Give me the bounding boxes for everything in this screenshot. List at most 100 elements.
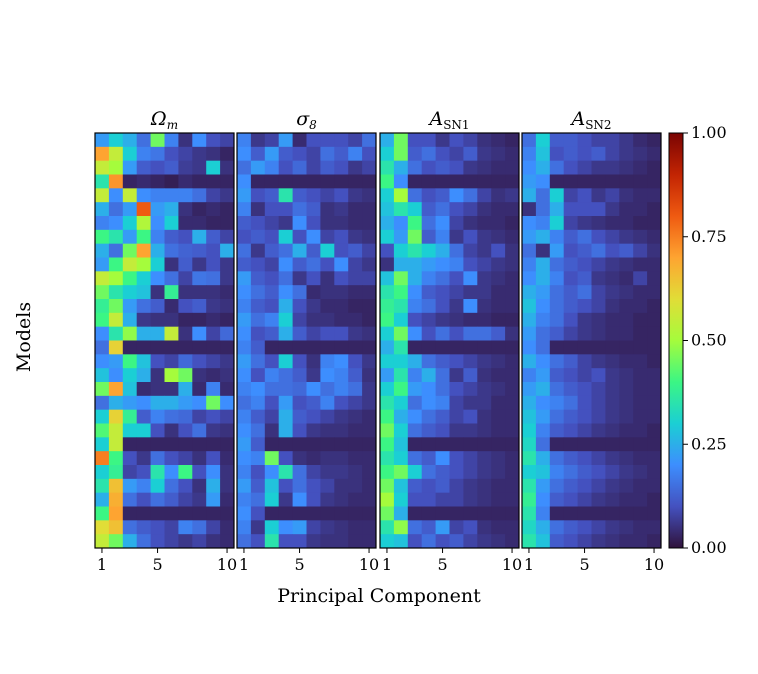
heatmap-cell [306,299,321,314]
heatmap-cell [108,160,124,175]
heatmap-cell [577,506,592,521]
heatmap-cell [393,312,409,328]
heatmap-cell [206,478,221,494]
heatmap-cell [108,243,124,258]
heatmap-cell [237,451,252,466]
heatmap-cell [563,368,578,383]
heatmap-cell [449,437,464,452]
heatmap-cell [463,174,478,189]
heatmap-cell [150,285,165,300]
heatmap-cell [633,437,648,452]
heatmap-cell [491,465,506,480]
heatmap-cell [150,312,165,328]
heatmap-cell [264,506,280,521]
heatmap-cell [463,312,478,328]
heatmap-cell [206,382,221,397]
heatmap-cell [292,326,307,341]
heatmap-panel-4: ASN2 1 5 10 [521,108,664,574]
heatmap-cell [136,382,151,397]
heatmap-cell [292,423,307,438]
heatmap-cell [577,229,592,245]
heatmap-cell [647,506,662,521]
heatmap-cell [491,160,506,175]
heatmap-cell [192,354,207,369]
heatmap-cell [477,465,492,480]
heatmap-cell [334,216,349,231]
heatmap-cell [206,188,221,203]
heatmap-cell [178,202,193,217]
heatmap-cell [505,188,520,203]
heatmap-cell [192,478,207,494]
heatmap-cell [278,534,293,549]
heatmap-cell [619,520,634,535]
heatmap-cell [591,354,606,369]
heatmap-cell [633,146,648,162]
heatmap-cell [563,160,578,175]
heatmap-cell [95,478,110,494]
heatmap-cell [435,188,450,203]
heatmap-cell [477,160,492,175]
heatmap-cell [647,312,662,328]
heatmap-cell [491,326,506,341]
heatmap-cell [237,382,252,397]
heatmap-cell [334,520,349,535]
heatmap-cell [220,188,235,203]
heatmap-cell [647,146,662,162]
heatmap-cell [577,299,592,314]
heatmap-cell [549,492,565,507]
heatmap-cell [278,368,293,383]
heatmap-cell [150,534,165,549]
heatmap-cell [435,423,450,438]
heatmap-cell [292,243,307,258]
heatmap-cell [407,423,423,438]
heatmap-cell [463,216,478,231]
heatmap-cell [591,368,606,383]
heatmap-cell [250,478,266,494]
heatmap-cell [591,465,606,480]
x-tick-label: 1 [524,555,534,574]
heatmap-cell [393,534,409,549]
heatmap-cell [122,299,138,314]
heatmap-cell [549,312,565,328]
heatmap-cell [136,423,151,438]
heatmap-cell [463,478,478,494]
heatmap-cell [619,133,634,148]
heatmap-cell [605,382,620,397]
heatmap-cell [463,409,478,424]
heatmap-cell [591,382,606,397]
heatmap-cell [292,368,307,383]
heatmap-cell [421,188,436,203]
heatmap-cell [150,174,165,189]
heatmap-cell [136,257,151,272]
heatmap-cell [334,312,349,328]
heatmap-cell [619,257,634,272]
heatmap-cell [449,354,464,369]
heatmap-cell [95,534,110,549]
heatmap-cell [435,229,450,245]
heatmap-cell [393,451,409,466]
heatmap-cell [250,437,266,452]
heatmap-cell [348,299,363,314]
heatmap-cell [619,423,634,438]
heatmap-cell [108,409,124,424]
heatmap-cell [334,395,349,411]
heatmap-cell [505,133,520,148]
heatmap-cell [563,465,578,480]
heatmap-cell [306,395,321,411]
heatmap-cell [380,216,395,231]
heatmap-cell [605,299,620,314]
heatmap-cell [647,229,662,245]
heatmap-cell [605,478,620,494]
heatmap-cell [334,409,349,424]
heatmap-cell [108,368,124,383]
heatmap-cell [362,534,377,549]
heatmap-cell [264,465,280,480]
heatmap-cell [278,271,293,286]
heatmap-cell [393,202,409,217]
heatmap-cell [619,146,634,162]
heatmap-cell [136,285,151,300]
heatmap-cell [449,271,464,286]
heatmap-cell [477,492,492,507]
heatmap-cell [563,243,578,258]
heatmap-cell [264,520,280,535]
